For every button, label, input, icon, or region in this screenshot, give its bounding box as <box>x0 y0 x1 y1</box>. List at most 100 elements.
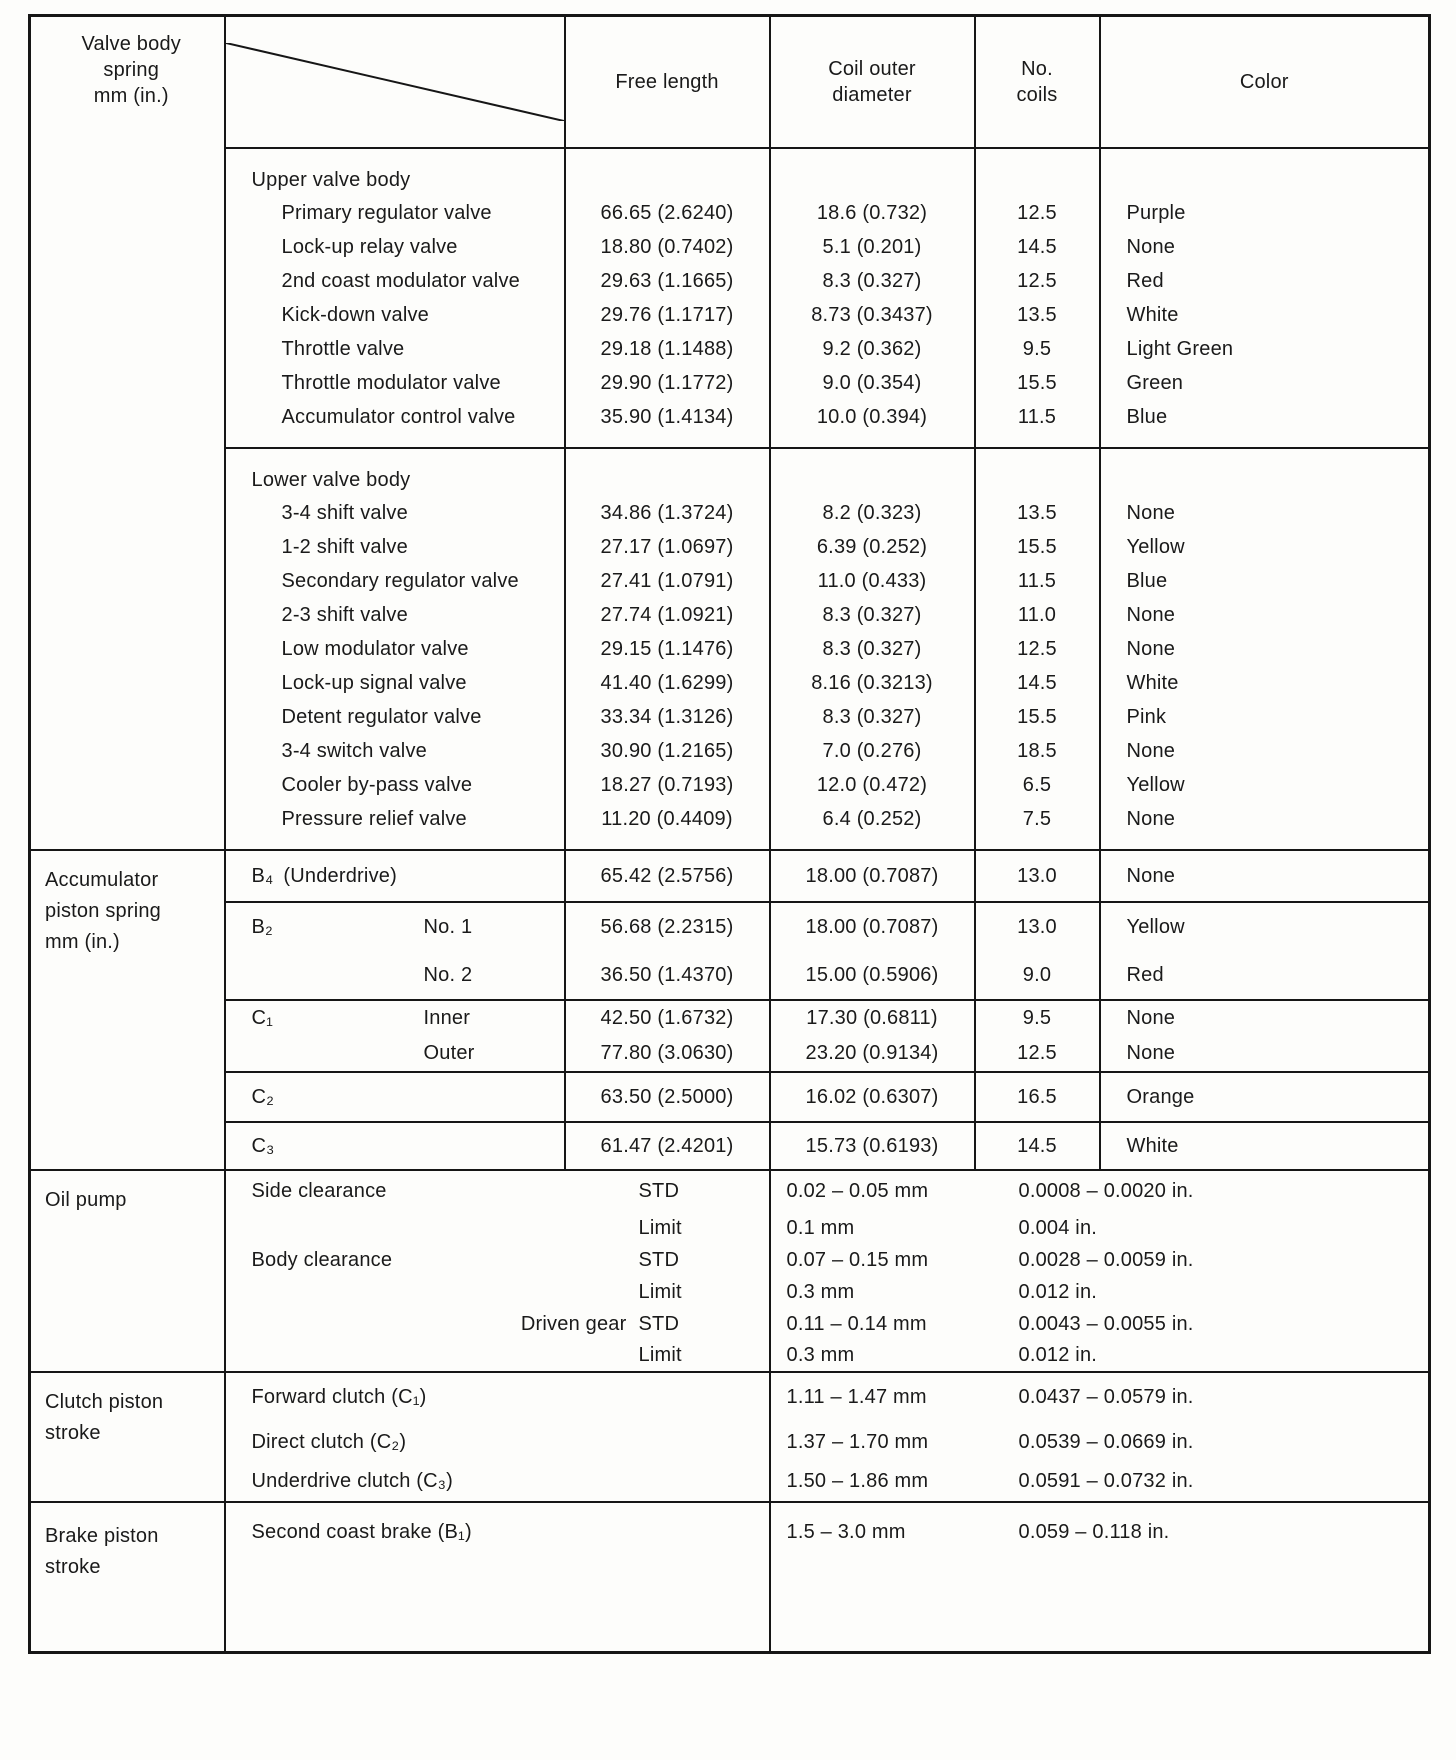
coil-count-value: 9.0 <box>973 952 1100 1000</box>
oil-pump-value-cell: 0.02 – 0.05 mm 0.0008 – 0.0020 in. <box>768 1169 1430 1212</box>
clutch-row: Direct clutch (C₂) 1.37 – 1.70 mm 0.0539… <box>30 1422 1430 1462</box>
accumulator-row: C₂ 63.50 (2.5000) 16.02 (0.6307) 16.5 Or… <box>30 1071 1430 1122</box>
brake-item: Second coast brake (B₁) <box>251 1521 472 1543</box>
coil-count-value: 9.5 <box>973 332 1100 366</box>
section-label-clutch-piston-stroke: Clutch piston stroke <box>29 1371 226 1502</box>
accumulator-sub-label: No. 1 <box>423 916 473 938</box>
accumulator-key: B₂ <box>251 916 274 938</box>
accumulator-row: C₃ 61.47 (2.4201) 15.73 (0.6193) 14.5 Wh… <box>30 1121 1430 1170</box>
oil-pump-row: Limit 0.1 mm 0.004 in. <box>30 1212 1430 1244</box>
spacer-row <box>30 836 1430 850</box>
valve-row: Kick-down valve 29.76 (1.1717) 8.73 (0.3… <box>30 298 1430 332</box>
valve-row: 2nd coast modulator valve 29.63 (1.1665)… <box>30 264 1430 298</box>
coil-count-value: 14.5 <box>973 1121 1100 1170</box>
color-value: Yellow <box>1098 530 1430 564</box>
value-in: 0.0539 – 0.0669 in. <box>1018 1430 1194 1453</box>
value-in: 0.012 in. <box>1018 1344 1098 1366</box>
accumulator-row: B₂ No. 1 56.68 (2.2315) 18.00 (0.7087) 1… <box>30 901 1430 952</box>
coil-od-value: 6.4 (0.252) <box>768 802 975 836</box>
coil-count-value: 11.0 <box>973 598 1100 632</box>
coil-od-value: 10.0 (0.394) <box>768 400 975 434</box>
free-length-value: 34.86 (1.3724) <box>563 496 770 530</box>
oil-pump-spec-type: STD <box>638 1180 680 1202</box>
valve-row: 3-4 switch valve 30.90 (1.2165) 7.0 (0.2… <box>30 734 1430 768</box>
brake-item-cell: Second coast brake (B₁) <box>224 1501 770 1652</box>
clutch-item-cell: Forward clutch (C₁) <box>224 1371 770 1422</box>
value-mm: 1.37 – 1.70 mm <box>786 1430 929 1453</box>
coil-od-value: 8.3 (0.327) <box>768 700 975 734</box>
oil-pump-spec-type: STD <box>638 1312 680 1335</box>
header-coil-outer-diameter: Coil outer diameter <box>768 15 975 148</box>
clutch-item: Underdrive clutch (C₃) <box>251 1470 453 1492</box>
valve-row: Secondary regulator valve 27.41 (1.0791)… <box>30 564 1430 598</box>
oil-pump-item-cell: Driven gear STD <box>225 1308 770 1340</box>
coil-od-value: 15.73 (0.6193) <box>768 1121 975 1170</box>
oil-pump-row: Oil pump Side clearance STD 0.02 – 0.05 … <box>29 1169 1430 1372</box>
header-color: Color <box>1098 15 1430 148</box>
free-length-value: 18.27 (0.7193) <box>563 768 770 802</box>
coil-count-value: 14.5 <box>973 666 1100 700</box>
accumulator-name-cell: C₂ <box>224 1071 565 1122</box>
free-length-value: 30.90 (1.2165) <box>563 734 770 768</box>
clutch-value-cell: 1.50 – 1.86 mm 0.0591 – 0.0732 in. <box>768 1462 1430 1502</box>
coil-od-value: 12.0 (0.472) <box>768 768 975 802</box>
clutch-item: Forward clutch (C₁) <box>251 1386 427 1408</box>
accumulator-row: C₁ Inner 42.50 (1.6732) 17.30 (0.6811) 9… <box>30 999 1430 1036</box>
coil-od-value: 8.3 (0.327) <box>768 264 975 298</box>
valve-row: Cooler by-pass valve 18.27 (0.7193) 12.0… <box>30 768 1430 802</box>
accumulator-row: Accumulator piston spring mm (in.) B₄ (U… <box>29 849 1430 1170</box>
valve-name: Lock-up relay valve <box>281 235 458 258</box>
clutch-item-cell: Direct clutch (C₂) <box>225 1422 770 1462</box>
value-mm: 1.50 – 1.86 mm <box>786 1470 929 1492</box>
valve-name: Throttle modulator valve <box>281 371 501 394</box>
oil-pump-item: Side clearance <box>251 1180 387 1202</box>
coil-count-value: 13.0 <box>973 849 1100 902</box>
color-value: None <box>1098 802 1430 836</box>
free-length-value: 11.20 (0.4409) <box>563 802 770 836</box>
coil-count-value: 12.5 <box>973 632 1100 666</box>
oil-pump-row: Limit 0.3 mm 0.012 in. <box>30 1276 1430 1308</box>
clutch-item: Direct clutch (C₂) <box>251 1430 407 1453</box>
coil-od-value: 23.20 (0.9134) <box>768 1036 975 1072</box>
valve-row: 3-4 shift valve 34.86 (1.3724) 8.2 (0.32… <box>30 496 1430 530</box>
section-label-accumulator-piston-spring: Accumulator piston spring mm (in.) <box>29 849 226 1170</box>
valve-row: Lock-up signal valve 41.40 (1.6299) 8.16… <box>30 666 1430 700</box>
valve-name: 1-2 shift valve <box>281 535 408 558</box>
value-in: 0.004 in. <box>1018 1216 1098 1239</box>
valve-name: Secondary regulator valve <box>281 569 519 592</box>
color-value: Yellow <box>1098 901 1430 952</box>
value-in: 0.059 – 0.118 in. <box>1018 1521 1170 1543</box>
free-length-value: 66.65 (2.6240) <box>563 196 770 230</box>
section-title-lower-valve-body: Lower valve body <box>224 447 565 496</box>
coil-count-value: 11.5 <box>973 400 1100 434</box>
brake-row: Brake piston stroke Second coast brake (… <box>29 1501 1430 1652</box>
oil-pump-item: Body clearance <box>251 1248 393 1271</box>
value-mm: 1.11 – 1.47 mm <box>786 1386 927 1408</box>
color-value: None <box>1098 849 1430 902</box>
accumulator-row: Outer 77.80 (3.0630) 23.20 (0.9134) 12.5… <box>30 1036 1430 1072</box>
free-length-value: 61.47 (2.4201) <box>563 1121 770 1170</box>
value-mm: 0.07 – 0.15 mm <box>786 1248 929 1271</box>
accumulator-key: B₄ <box>251 864 274 887</box>
accumulator-sub-label: No. 2 <box>423 964 473 986</box>
diagonal-header-cell <box>225 16 565 149</box>
accumulator-name-cell: No. 2 <box>225 952 565 1000</box>
coil-count-value: 15.5 <box>973 700 1100 734</box>
accumulator-name-cell: B₄ (Underdrive) <box>224 849 565 902</box>
clutch-value-cell: 1.37 – 1.70 mm 0.0539 – 0.0669 in. <box>768 1422 1430 1462</box>
free-length-value: 42.50 (1.6732) <box>563 999 770 1036</box>
clutch-value-cell: 1.11 – 1.47 mm 0.0437 – 0.0579 in. <box>768 1371 1430 1422</box>
coil-od-value: 8.16 (0.3213) <box>768 666 975 700</box>
diagonal-divider <box>226 43 564 121</box>
value-in: 0.0591 – 0.0732 in. <box>1018 1470 1194 1492</box>
accumulator-row: No. 2 36.50 (1.4370) 15.00 (0.5906) 9.0 … <box>30 952 1430 1000</box>
coil-od-value: 8.3 (0.327) <box>768 598 975 632</box>
oil-pump-item-cell: Limit <box>225 1212 770 1244</box>
value-in: 0.0008 – 0.0020 in. <box>1018 1180 1194 1202</box>
oil-pump-row: Limit 0.3 mm 0.012 in. <box>30 1340 1430 1372</box>
oil-pump-item-cell: Limit <box>225 1340 770 1372</box>
valve-row: 1-2 shift valve 27.17 (1.0697) 6.39 (0.2… <box>30 530 1430 564</box>
coil-od-value: 5.1 (0.201) <box>768 230 975 264</box>
free-length-value: 27.41 (1.0791) <box>563 564 770 598</box>
